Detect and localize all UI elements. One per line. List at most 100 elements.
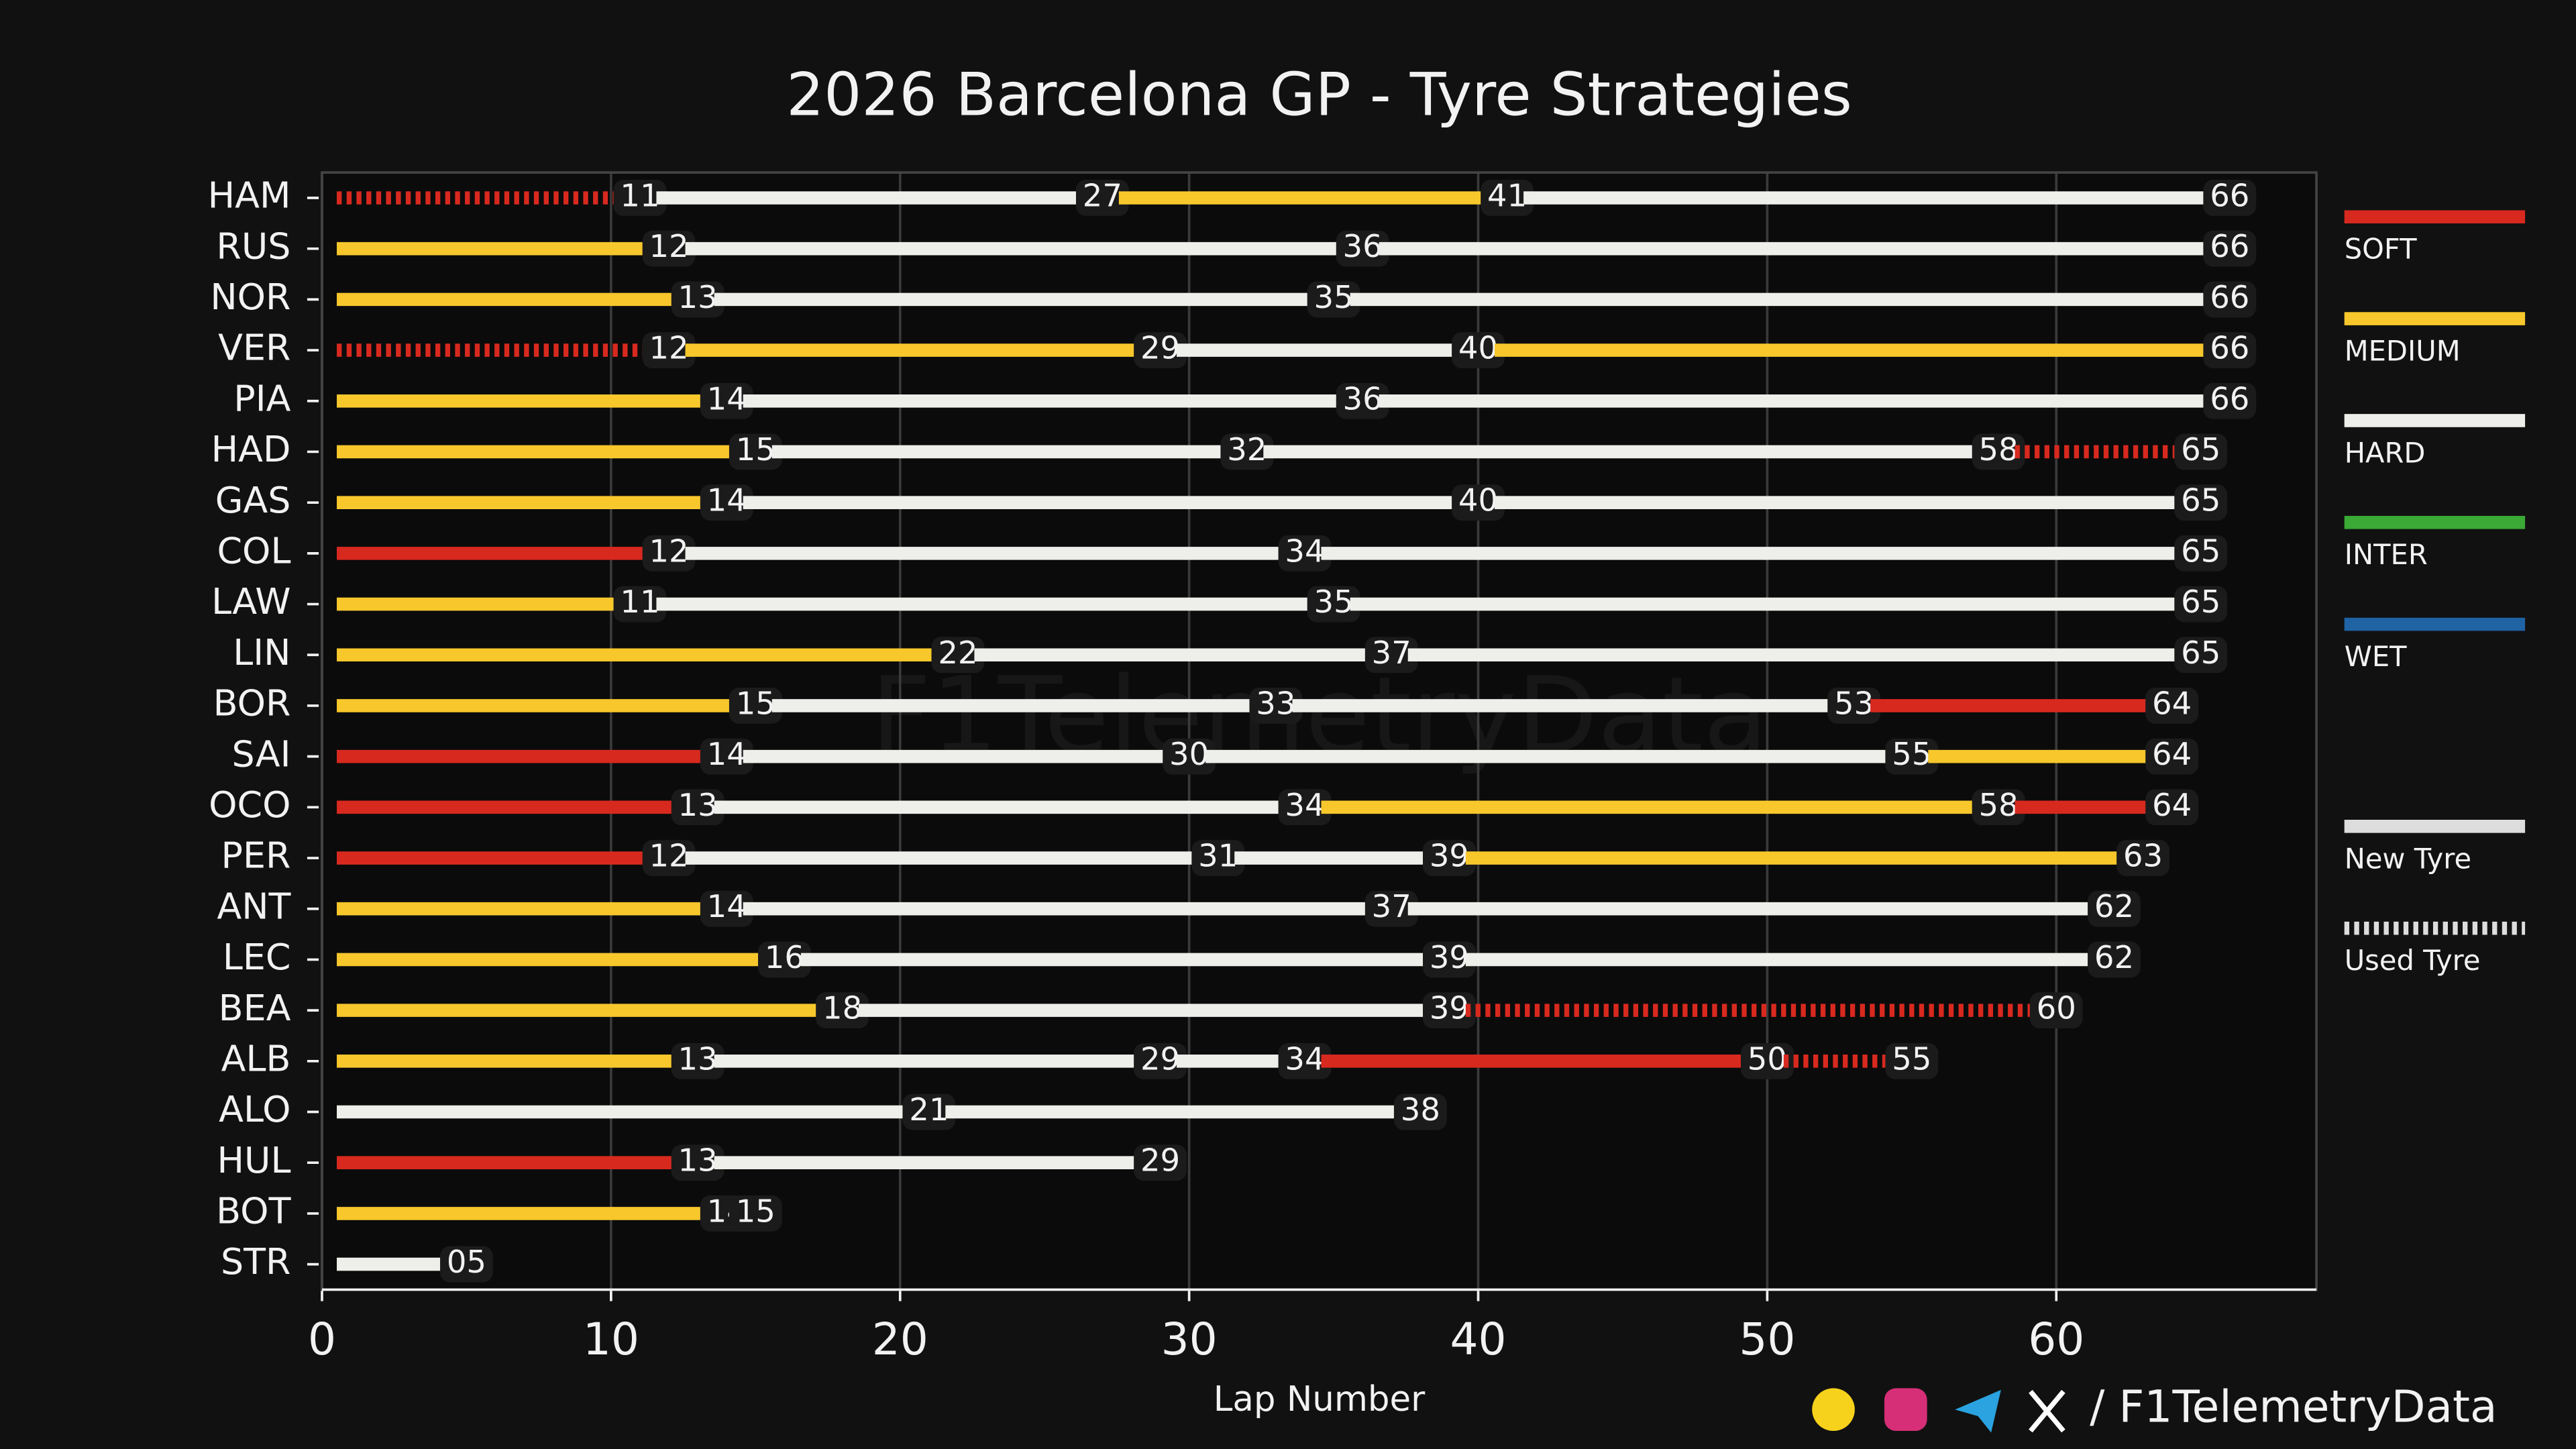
stint-end-label: 66 [2210, 177, 2249, 213]
stint-end-label: 35 [1313, 584, 1353, 620]
y-tick-label: COL [217, 530, 290, 572]
y-tick-label: LAW [211, 580, 290, 623]
y-tick-label: ALO [219, 1088, 290, 1130]
stint-end-label: 41 [1487, 177, 1527, 213]
stint-end-label: 13 [678, 1040, 718, 1077]
stint-end-label: 40 [1458, 482, 1498, 519]
stint-end-label: 65 [2181, 584, 2220, 620]
stint-end-label: 12 [649, 228, 688, 264]
y-tick-label: PER [221, 835, 291, 877]
stint-end-label: 65 [2181, 533, 2220, 569]
stint-end-label-bg [2088, 890, 2141, 927]
stint-end-label: 13 [678, 279, 718, 315]
stint-end-label: 37 [1372, 888, 1411, 924]
stint-end-label-bg [1336, 382, 1389, 419]
stint-end-label-bg [613, 180, 667, 216]
stint-end-label-bg [671, 1144, 724, 1181]
stint-end-label-bg [2174, 535, 2228, 572]
stint-end-label: 55 [1892, 1040, 1931, 1077]
legend-label: SOFT [2345, 233, 2417, 266]
stint-end-label-bg [902, 1093, 956, 1130]
y-tick-label: LIN [233, 631, 290, 674]
stint-end-label-bg [1481, 180, 1534, 216]
stint-end-label: 50 [1748, 1040, 1787, 1077]
stint-end-label-bg [2145, 688, 2199, 724]
y-tick-label: RUS [216, 225, 290, 267]
stint-end-label: 14 [707, 482, 747, 519]
stint-end-label: 14 [707, 380, 747, 417]
stint-end-label-bg [1278, 535, 1332, 572]
stint-end-label: 55 [1892, 736, 1931, 772]
y-tick-label: HAM [208, 174, 291, 217]
x-tick-label: 40 [1450, 1313, 1506, 1365]
stint-end-label: 16 [765, 939, 804, 975]
icon [1884, 1388, 1927, 1432]
stint-end-label-bg [1307, 586, 1360, 623]
icon [1955, 1389, 2001, 1433]
stint-end-label: 38 [1401, 1091, 1440, 1128]
stint-end-label: 11 [620, 177, 659, 213]
stint-end-label: 12 [649, 838, 688, 874]
stint-end-label: 62 [2094, 888, 2134, 924]
stint-end-label-bg [1278, 789, 1332, 826]
y-tick-label: GAS [215, 479, 291, 521]
stint-end-label-bg [642, 840, 696, 876]
stint-end-label-bg [700, 484, 753, 521]
stint-end-label: 27 [1083, 177, 1122, 213]
stint-end-label-bg [1075, 180, 1129, 216]
stint-end-label-bg [2145, 738, 2199, 775]
stint-end-label-bg [2088, 941, 2141, 978]
stint-end-label: 37 [1372, 635, 1411, 671]
stint-end-label-bg [931, 637, 985, 674]
stint-end-label-bg [1134, 1042, 1187, 1079]
stint-end-label: 65 [2181, 431, 2220, 468]
stint-end-label: 58 [1978, 787, 2018, 823]
stint-end-label-bg [671, 789, 724, 826]
stint-end-label-bg [2203, 332, 2257, 369]
stint-end-label: 40 [1458, 330, 1498, 366]
stint-end-label: 15 [736, 1193, 775, 1229]
stint-end-label: 35 [1313, 279, 1353, 315]
stint-end-label: 11 [620, 584, 659, 620]
stint-end-label: 64 [2152, 736, 2192, 772]
stint-end-label-bg [1972, 433, 2025, 470]
stint-end-label-bg [1827, 688, 1881, 724]
legend-label: WET [2345, 640, 2407, 673]
stint-end-label: 29 [1140, 330, 1180, 366]
stint-end-label-bg [1364, 637, 1418, 674]
stint-end-label-bg [1364, 890, 1418, 927]
stint-end-label-bg [758, 941, 811, 978]
stint-end-label: 32 [1227, 431, 1267, 468]
stint-end-label: 34 [1285, 533, 1324, 569]
stint-end-label: 53 [1834, 685, 1874, 721]
stint-end-label-bg [642, 535, 696, 572]
credit: / F1TelemetryData [2090, 1381, 2497, 1432]
y-tick-label: HAD [211, 428, 291, 470]
stint-end-label: 13 [678, 1142, 718, 1179]
stint-end-label: 34 [1285, 787, 1324, 823]
stint-end-label-bg [1393, 1093, 1447, 1130]
stint-end-label: 39 [1430, 838, 1469, 874]
stint-end-label: 66 [2210, 279, 2249, 315]
stint-end-label: 58 [1978, 431, 2018, 468]
stint-end-label-bg [729, 433, 782, 470]
chart-title: 2026 Barcelona GP - Tyre Strategies [786, 60, 1852, 129]
stint-end-label-bg [2203, 382, 2257, 419]
stint-end-label: 12 [649, 330, 688, 366]
stint-end-label: 21 [909, 1091, 949, 1128]
stint-end-label-bg [2145, 789, 2199, 826]
y-tick-label: BEA [219, 987, 291, 1029]
y-tick-label: VER [218, 327, 290, 369]
y-tick-label: ANT [217, 885, 291, 927]
stint-end-label: 64 [2152, 685, 2192, 721]
stint-end-label-bg [613, 586, 667, 623]
stint-end-label: 66 [2210, 380, 2249, 417]
y-tick-label: NOR [210, 276, 290, 318]
stint-end-label: 62 [2094, 939, 2134, 975]
x-tick-label: 20 [872, 1313, 928, 1365]
stint-end-label-bg [1452, 332, 1505, 369]
stint-end-label-bg [1163, 738, 1216, 775]
stint-end-label-bg [700, 382, 753, 419]
